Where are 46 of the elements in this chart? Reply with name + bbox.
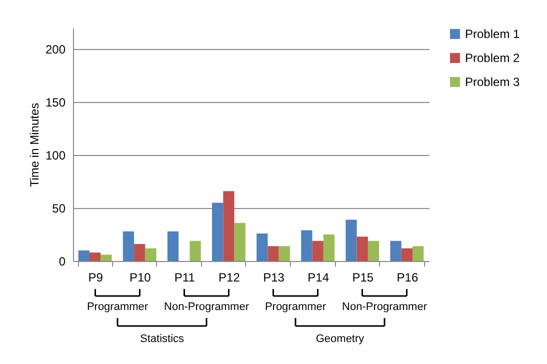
text: Geometry <box>316 333 365 345</box>
legend-label: Problem 1 <box>465 27 520 41</box>
bar <box>323 234 335 261</box>
text: Statistics <box>140 333 185 345</box>
x-tick-label: P12 <box>218 270 240 284</box>
text: Programmer <box>264 301 326 313</box>
bar <box>356 236 368 261</box>
text: Non-Programmer <box>164 301 250 313</box>
x-tick-label: P13 <box>263 270 285 284</box>
bar <box>100 254 112 261</box>
y-tick-label: 200 <box>45 42 66 57</box>
bar <box>89 252 101 261</box>
bar <box>412 246 424 261</box>
bar <box>312 240 324 261</box>
bar <box>401 248 413 261</box>
bar <box>78 250 90 261</box>
x-tick-label: P14 <box>308 270 330 284</box>
y-tick-label: 100 <box>45 148 66 163</box>
y-axis-title: Time in Minutes <box>27 102 42 188</box>
bar <box>256 233 268 261</box>
bar <box>390 240 402 261</box>
x-tick-label: P15 <box>352 270 374 284</box>
bar <box>223 191 234 261</box>
legend-label: Problem 3 <box>465 75 520 89</box>
bar <box>167 231 179 261</box>
x-tick-label: P9 <box>88 270 104 284</box>
bar <box>346 220 357 261</box>
text: Programmer <box>86 301 148 313</box>
bar <box>268 246 279 261</box>
x-tick-label: P10 <box>129 270 152 284</box>
bar <box>134 244 146 261</box>
bar <box>212 202 224 261</box>
legend-label: Problem 2 <box>465 51 520 65</box>
x-tick-label: P16 <box>396 270 418 284</box>
bar <box>234 222 246 261</box>
bar <box>145 248 156 261</box>
text: Non-Programmer <box>342 301 428 313</box>
y-tick-label: 50 <box>52 202 66 216</box>
y-tick-label: 150 <box>45 96 66 110</box>
bar <box>368 240 380 261</box>
bar <box>122 231 134 261</box>
x-tick-label: P11 <box>174 270 196 284</box>
y-tick-label: 0 <box>58 254 66 268</box>
bar <box>301 230 312 261</box>
bar <box>190 240 201 261</box>
bar <box>278 246 290 261</box>
